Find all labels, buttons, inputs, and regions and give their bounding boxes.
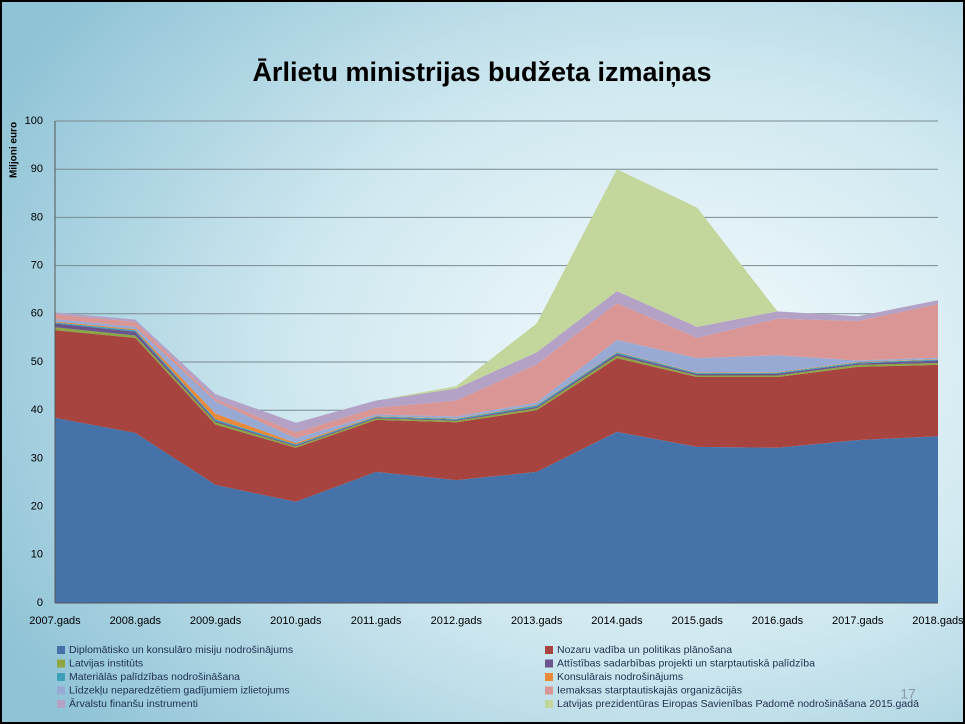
- y-tick-label: 0: [37, 597, 43, 609]
- x-tick-label: 2008.gads: [110, 615, 162, 627]
- y-tick-label: 50: [31, 356, 43, 368]
- legend-swatch: [545, 659, 553, 668]
- legend-swatch: [545, 700, 553, 708]
- x-tick-label: 2011.gads: [351, 615, 402, 627]
- x-tick-label: 2012.gads: [431, 615, 483, 627]
- y-tick-label: 30: [31, 452, 43, 464]
- y-tick-label: 20: [31, 501, 43, 513]
- page-number: 17: [900, 686, 916, 702]
- area: [55, 169, 938, 423]
- x-tick-label: 2009.gads: [190, 615, 242, 627]
- legend-swatch: [57, 646, 65, 654]
- legend-label: Latvijas prezidentūras Eiropas Savienība…: [557, 698, 919, 710]
- legend-label: Latvijas institūts: [69, 657, 143, 669]
- legend-swatch: [57, 673, 65, 681]
- x-tick-label: 2015.gads: [671, 615, 723, 627]
- y-tick-label: 90: [31, 163, 43, 175]
- x-tick-label: 2010.gads: [270, 615, 322, 627]
- legend-swatch: [57, 659, 65, 668]
- y-tick-label: 40: [31, 404, 43, 416]
- legend-label: Līdzekļu neparedzētiem gadījumiem izliet…: [69, 684, 290, 696]
- area: [55, 291, 938, 433]
- legend-label: Ārvalstu finanšu instrumenti: [69, 698, 198, 710]
- y-tick-label: 100: [25, 115, 43, 127]
- y-tick-label: 10: [31, 549, 43, 561]
- area: [55, 417, 938, 603]
- x-tick-label: 2007.gads: [29, 615, 81, 627]
- legend: Diplomātisko un konsulāro misiju nodroši…: [57, 644, 919, 710]
- legend-swatch: [57, 700, 65, 708]
- legend-swatch: [545, 686, 553, 695]
- y-axis-label: Miljoni euro: [9, 122, 20, 178]
- legend-label: Diplomātisko un konsulāro misiju nodroši…: [69, 644, 293, 656]
- area: [55, 330, 938, 502]
- legend-label: Nozaru vadība un politikas plānošana: [557, 644, 732, 656]
- x-tick-label: 2018.gads: [912, 615, 964, 627]
- legend-swatch: [57, 686, 65, 695]
- area: [55, 303, 938, 439]
- legend-label: Konsulārais nodrošinājums: [557, 671, 683, 683]
- x-tick-label: 2013.gads: [511, 615, 563, 627]
- y-tick-label: 70: [31, 260, 43, 272]
- legend-label: Materiālās palīdzības nodrošināšana: [69, 671, 240, 683]
- x-tick-label: 2014.gads: [591, 615, 643, 627]
- x-tick-label: 2016.gads: [752, 615, 804, 627]
- plot-area: 0 10 20 30 40 50 60 70 80 90 100 2007.gads 2008.gads…: [25, 115, 965, 627]
- legend-swatch: [545, 673, 553, 681]
- x-tick-label: 2017.gads: [832, 615, 884, 627]
- legend-label: Iemaksas starptautiskajās organizācijās: [557, 684, 742, 696]
- chart-title: Ārlietu ministrijas budžeta izmaiņas: [252, 57, 711, 87]
- legend-label: Attīstības sadarbības projekti un starpt…: [557, 657, 815, 669]
- y-tick-label: 60: [31, 308, 43, 320]
- y-tick-label: 80: [31, 211, 43, 223]
- legend-swatch: [545, 646, 553, 654]
